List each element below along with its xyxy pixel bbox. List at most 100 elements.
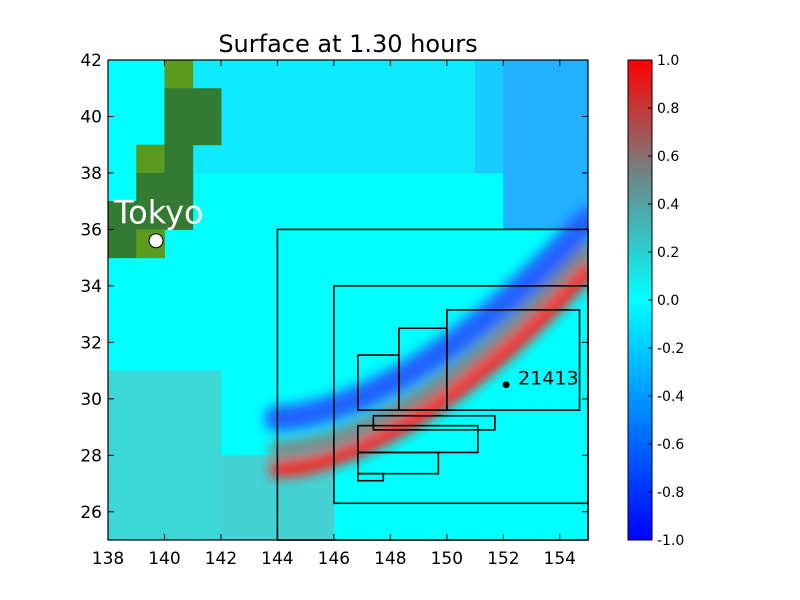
grid-cell [108,455,137,485]
tokyo-marker [148,233,164,249]
grid-cell [418,88,448,117]
region-box [446,309,581,411]
grid-cell [531,88,561,117]
grid-cell [446,88,476,117]
grid-cell [249,116,278,146]
grid-cell [220,455,250,485]
land-cell [192,88,222,117]
grid-cell [362,60,391,89]
grid-cell [220,144,250,174]
y-tick-label: 40 [80,107,102,127]
grid-cell [277,116,307,146]
y-tick-label: 34 [80,277,102,297]
grid-cell [531,60,561,89]
grid-cell [362,116,391,146]
y-tick-label: 30 [80,390,102,410]
grid-cell [475,116,504,146]
colorbar-tick-label: 0.2 [657,245,679,261]
y-tick-label: 36 [80,220,102,240]
grid-cell [475,88,504,117]
y-tick-label: 32 [80,333,102,353]
land-cell [164,60,194,89]
colorbar-tick-label: 1.0 [657,53,679,69]
x-tick-label: 142 [205,549,237,569]
grid-cell [305,116,335,146]
colorbar-tick-label: -0.6 [657,437,684,453]
land-cell [108,229,137,259]
grid-cell [333,88,363,117]
grid-cell [333,144,363,174]
x-tick-label: 154 [544,549,576,569]
grid-cell [503,88,533,117]
grid-cell [220,483,250,513]
grid-cell [362,144,391,174]
grid-cell [503,144,533,174]
grid-cell [136,370,165,400]
y-axis: 26 28 30 32 34 36 38 40 42 [80,51,588,523]
grid-cell [446,116,476,146]
grid-cell [475,144,504,174]
neutral-wave-band [268,243,588,459]
grid-cell [192,370,222,400]
negative-wave-band [264,207,588,432]
land-cell [192,116,222,146]
grid-cell [164,370,194,400]
land-mass [108,60,222,259]
grid-cell [192,455,222,485]
grid-cell [220,60,250,89]
grid-cell [249,144,278,174]
land-cell [108,201,137,230]
grid-cell [362,88,391,117]
grid-cell [446,60,476,89]
colorbar-tick-label: 0.8 [657,101,679,117]
x-tick-label: 152 [487,549,519,569]
grid-cell [559,116,588,146]
land-cell [164,172,194,202]
grid-cell [277,88,307,117]
land-cell [136,144,165,174]
y-tick-label: 42 [80,51,102,71]
chart-title: Surface at 1.30 hours [218,30,477,58]
grid-cell [333,116,363,146]
grid-cell [277,511,307,540]
land-cell [164,201,194,230]
grid-cell [305,144,335,174]
grid-cell [503,60,533,89]
positive-wave-band [269,263,588,478]
grid-cell [305,60,335,89]
grid-cell [136,455,165,485]
colorbar: -1.0 -0.8 -0.6 -0.4 -0.2 0.0 0.2 0.4 0.6 0.8 1.0 [627,53,684,549]
grid-cell [277,483,307,513]
grid-cell [531,144,561,174]
grid-cell [136,427,165,456]
land-cell [164,88,194,117]
plot-area: 138 140 142 144 146 148 150 152 154 26 28 30 32 34 36… [80,51,589,569]
grid-cell [418,60,448,89]
plot-frame [107,59,589,541]
grid-cell [108,483,137,513]
grid-cell [390,144,420,174]
grid-cell [164,483,194,513]
grid-cell [305,511,335,540]
grid-cell [531,201,561,230]
colorbar-ticks: -1.0 -0.8 -0.6 -0.4 -0.2 0.0 0.2 0.4 0.6 0.8 1.0 [648,53,684,549]
region-box [357,451,440,475]
colorbar-tick-label: 0.6 [657,149,679,165]
grid-cell [418,116,448,146]
x-tick-label: 140 [148,549,180,569]
grid-cell [503,201,533,230]
grid-cell [192,398,222,428]
grid-cell [305,483,335,513]
x-tick-label: 148 [374,549,406,569]
y-tick-label: 26 [80,503,102,523]
grid-cell [333,60,363,89]
tokyo-label: Tokyo [113,194,204,232]
grid-cell [418,144,448,174]
grid-cell [531,116,561,146]
grid-cell [164,427,194,456]
grid-cell [531,172,561,202]
grid-cell [220,88,250,117]
grid-cell [136,398,165,428]
grid-cell [220,511,250,540]
grid-cell [277,144,307,174]
